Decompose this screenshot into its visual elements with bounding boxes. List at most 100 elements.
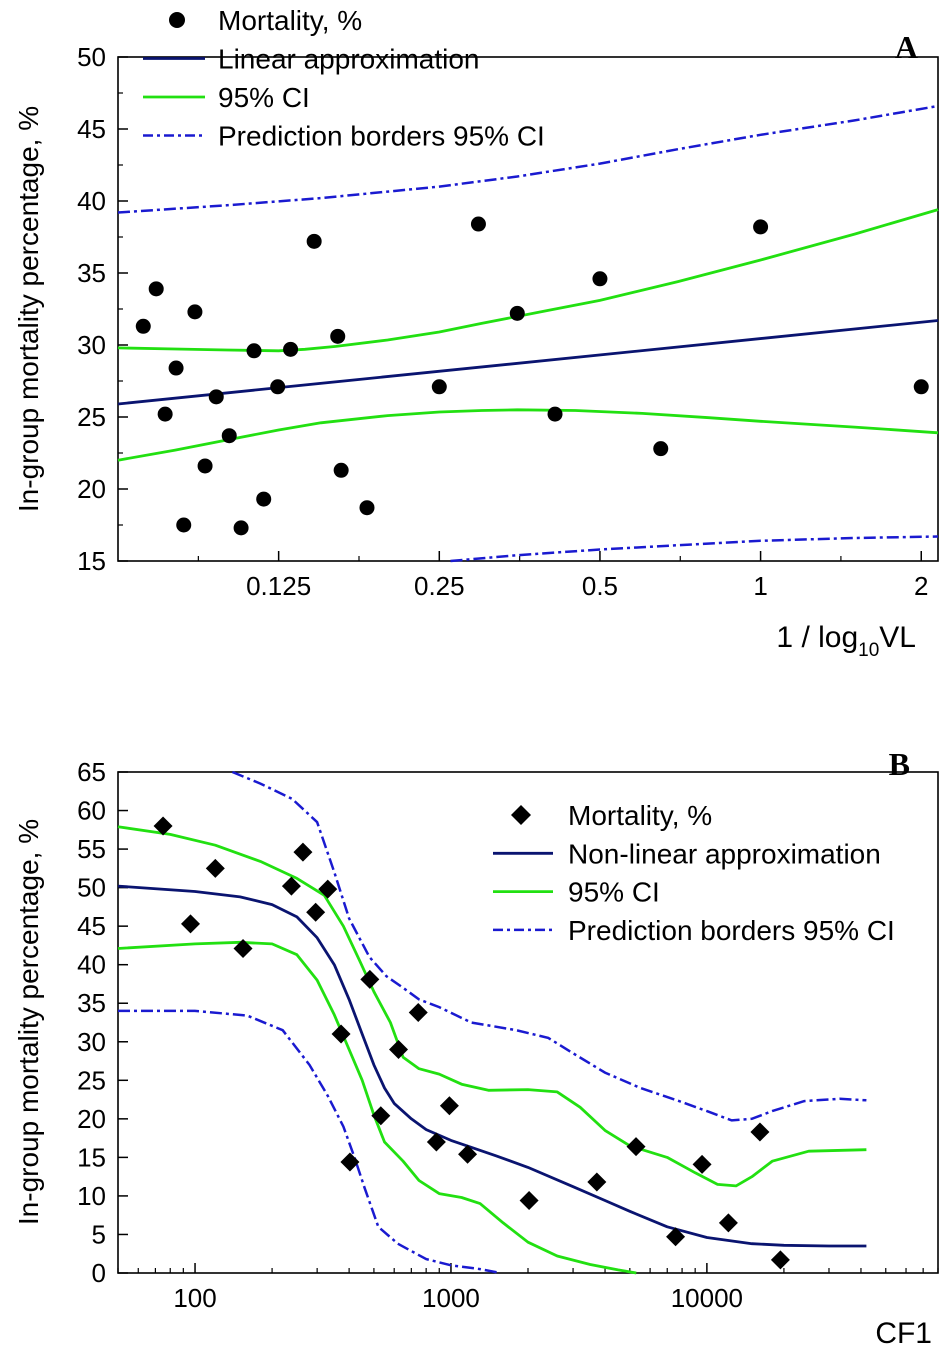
panel-a-xtick-label: 1 bbox=[753, 571, 767, 601]
panel-b-xtick-label: 100 bbox=[173, 1283, 216, 1313]
panel-a-legend-label: Mortality, % bbox=[218, 5, 362, 36]
panel-b-data-point bbox=[281, 876, 301, 896]
panel-a-legend-label: 95% CI bbox=[218, 82, 310, 113]
panel-b-xtick-label: 10000 bbox=[671, 1283, 743, 1313]
panel-b-ytick-label: 25 bbox=[77, 1065, 106, 1095]
panel-a-xlabel-main: 1 / log bbox=[776, 621, 858, 654]
panel-b-ytick-label: 65 bbox=[77, 757, 106, 787]
panel-a-linear-fit bbox=[117, 319, 939, 406]
panel-b-legend-marker-mortality bbox=[511, 805, 531, 825]
panel-a-xlabel-sub: 10 bbox=[858, 640, 879, 661]
panel-b-ytick-label: 35 bbox=[77, 988, 106, 1018]
panel-b-ytick-label: 45 bbox=[77, 911, 106, 941]
panel-b-ci-upper bbox=[117, 825, 867, 1188]
panel-b-data-point bbox=[306, 902, 326, 922]
panel-b-ytick-label: 20 bbox=[77, 1104, 106, 1134]
panel-b-ytick-label: 0 bbox=[92, 1258, 106, 1288]
panel-a-axis-ticks: 15 20 25 30 35 40 45 50 0.125 0.25 0.5 1 2 bbox=[77, 42, 928, 601]
panel-a-data-point bbox=[187, 304, 203, 320]
panel-a-data-point bbox=[547, 406, 563, 422]
panel-b-ytick-label: 5 bbox=[92, 1219, 106, 1249]
panel-b-axis-ticks: 0 5 10 15 20 25 30 35 40 45 50 55 60 65 100 1000 10000 bbox=[77, 757, 939, 1313]
panel-b-legend-label: 95% CI bbox=[568, 877, 660, 908]
panel-b-data-point bbox=[340, 1152, 360, 1172]
panel-a-data-point bbox=[270, 379, 286, 395]
panel-b-legend-label: Non-linear approximation bbox=[568, 838, 881, 869]
panel-a-data-point bbox=[148, 281, 164, 297]
panel-a-data-point bbox=[283, 341, 299, 357]
panel-b-data-point bbox=[458, 1144, 478, 1164]
panel-a-legend-label: Prediction borders 95% CI bbox=[218, 121, 545, 152]
panel-b-xtick-label: 1000 bbox=[422, 1283, 480, 1313]
panel-a-data-point bbox=[246, 343, 262, 359]
panel-a-legend-label: Linear approximation bbox=[218, 44, 480, 75]
panel-b-data-point bbox=[293, 842, 313, 862]
panel-b-ytick-label: 10 bbox=[77, 1181, 106, 1211]
panel-b-data-point bbox=[692, 1154, 712, 1174]
panel-a-ytick-label: 45 bbox=[77, 114, 106, 144]
panel-b-prediction-lower bbox=[118, 1009, 501, 1275]
panel-a-data-point bbox=[197, 458, 213, 474]
panel-b-data-point bbox=[770, 1250, 790, 1270]
panel-b-legend-label: Prediction borders 95% CI bbox=[568, 915, 895, 946]
panel-b-data-point bbox=[233, 939, 253, 959]
panel-a-data-point bbox=[753, 219, 769, 235]
panel-a-points bbox=[135, 216, 929, 536]
panel-a-xtick-label: 2 bbox=[914, 571, 928, 601]
panel-a-data-point bbox=[256, 491, 272, 507]
panel-a-xtick-label: 0.25 bbox=[414, 571, 465, 601]
panel-a-ci-upper bbox=[117, 208, 939, 353]
panel-b-nonlinear-fit bbox=[117, 884, 867, 1248]
panel-a-ytick-label: 50 bbox=[77, 42, 106, 72]
panel-b-data-point bbox=[205, 858, 225, 878]
panel-b-letter: B bbox=[889, 746, 910, 782]
panel-b-data-point bbox=[318, 879, 338, 899]
panel-a-data-point bbox=[306, 233, 322, 249]
panel-a-ytick-label: 15 bbox=[77, 546, 106, 576]
panel-b-chart: 0 5 10 15 20 25 30 35 40 45 50 55 60 65 100 1000 10000 M… bbox=[13, 746, 939, 1350]
panel-b-data-point bbox=[666, 1227, 686, 1247]
panel-a-xlabel: 1 / log10VL bbox=[776, 621, 916, 661]
panel-a-data-point bbox=[653, 441, 669, 457]
panel-a-data-point bbox=[330, 328, 346, 344]
panel-b-data-point bbox=[426, 1132, 446, 1152]
panel-a-data-point bbox=[233, 520, 249, 536]
panel-a-data-point bbox=[592, 271, 608, 287]
panel-b-data-point bbox=[371, 1106, 391, 1126]
panel-a-data-point bbox=[913, 379, 929, 395]
panel-a-data-point bbox=[221, 428, 237, 444]
panel-a-ytick-label: 35 bbox=[77, 258, 106, 288]
panel-a-ytick-label: 25 bbox=[77, 402, 106, 432]
panel-a-letter: A bbox=[895, 29, 918, 65]
panel-b-points bbox=[153, 816, 790, 1270]
panel-b-ytick-label: 55 bbox=[77, 834, 106, 864]
panel-a-data-point bbox=[157, 406, 173, 422]
panel-b-data-point bbox=[439, 1096, 459, 1116]
panel-a-xtick-label: 0.125 bbox=[246, 571, 311, 601]
panel-b-data-point bbox=[153, 816, 173, 836]
panel-b-legend-label: Mortality, % bbox=[568, 800, 712, 831]
panel-a-data-point bbox=[168, 360, 184, 376]
panel-a-series bbox=[117, 104, 939, 563]
panel-a-data-point bbox=[176, 517, 192, 533]
panel-b-ytick-label: 50 bbox=[77, 873, 106, 903]
panel-a-legend-marker-mortality bbox=[169, 12, 185, 28]
panel-b-ci-lower bbox=[117, 940, 637, 1275]
panel-b-ytick-label: 60 bbox=[77, 796, 106, 826]
panel-a-data-point bbox=[333, 462, 349, 478]
panel-a-xtick-label: 0.5 bbox=[582, 571, 618, 601]
panel-b-ytick-label: 30 bbox=[77, 1027, 106, 1057]
panel-b-data-point bbox=[587, 1172, 607, 1192]
panel-b-ytick-label: 15 bbox=[77, 1142, 106, 1172]
panel-a-legend: Mortality, % Linear approximation 95% CI Pr… bbox=[143, 5, 545, 152]
panel-a-data-point bbox=[509, 305, 525, 321]
panel-b-ylabel: In-group mortality percentage, % bbox=[13, 819, 44, 1225]
panel-a-prediction-lower bbox=[450, 535, 939, 563]
panel-a-ylabel: In-group mortality percentage, % bbox=[13, 106, 44, 512]
panel-a-chart: 15 20 25 30 35 40 45 50 0.125 0.25 0.5 1 2 Mortality… bbox=[13, 5, 939, 661]
panel-b-data-point bbox=[360, 969, 380, 989]
panel-b-prediction-upper bbox=[231, 770, 867, 1122]
panel-a-data-point bbox=[431, 379, 447, 395]
panel-b-data-point bbox=[519, 1191, 539, 1211]
